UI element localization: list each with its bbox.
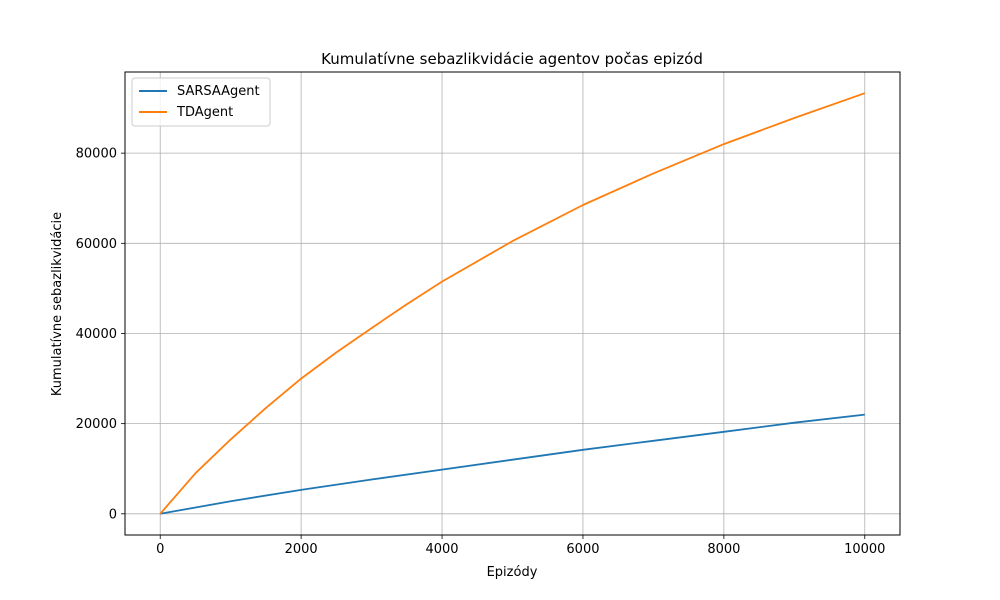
x-tick-label: 6000: [566, 542, 599, 557]
series-layer: [159, 92, 866, 515]
tick-layer: 0 2000 4000 6000 8000 10000 0 20000 40000 60000 80…: [76, 147, 886, 557]
legend: SARSAAgent TDAgent: [131, 77, 271, 127]
x-tick-label: 8000: [707, 542, 740, 557]
y-tick-label: 0: [109, 507, 117, 522]
chart-title: Kumulatívne sebazlikvidácie agentov poča…: [321, 50, 703, 68]
x-axis-label: Epizódy: [487, 565, 538, 580]
plot-frame: [124, 71, 901, 536]
x-tick-label: 2000: [285, 542, 318, 557]
y-tick-label: 40000: [76, 327, 117, 342]
series-line-tdagent: [159, 92, 866, 515]
y-axis-label: Kumulatívne sebazlikvidácie: [50, 212, 65, 396]
series-line-sarsaagent: [160, 413, 865, 515]
y-tick-label: 80000: [76, 147, 117, 162]
grid-layer: [125, 72, 900, 535]
x-tick-label: 10000: [844, 542, 885, 557]
y-tick-label: 20000: [76, 417, 117, 432]
legend-label-tdagent: TDAgent: [176, 105, 233, 120]
legend-label-sarsaagent: SARSAAgent: [177, 84, 260, 99]
x-tick-label: 0: [156, 542, 164, 557]
x-tick-label: 4000: [425, 542, 458, 557]
y-tick-label: 60000: [76, 237, 117, 252]
